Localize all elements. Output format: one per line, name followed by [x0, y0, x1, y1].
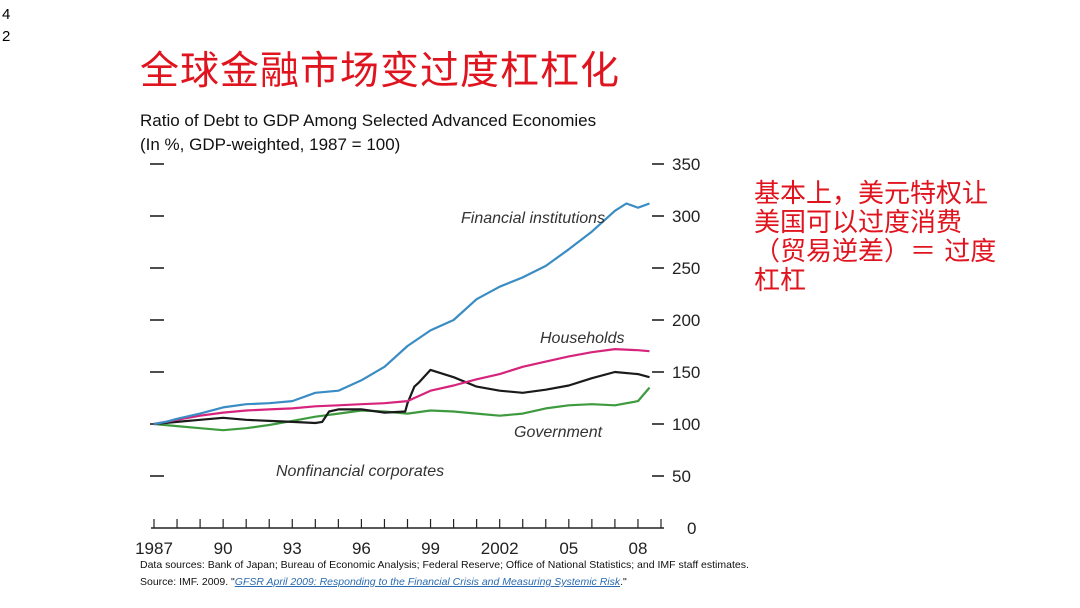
y-tick-label-150: 150	[672, 363, 700, 382]
source-suffix: ."	[620, 576, 627, 588]
series-line-financial	[153, 202, 650, 426]
series-line-households	[153, 348, 650, 426]
x-tick-label-99: 99	[421, 539, 440, 558]
data-sources: Data sources: Bank of Japan; Bureau of E…	[140, 559, 749, 571]
slide-number: 4 2	[2, 4, 10, 48]
slide-number-line-2: 2	[2, 28, 11, 45]
x-tick-label-2002: 2002	[481, 539, 519, 558]
y-tick-label-50: 50	[672, 467, 691, 486]
chart-units: (In %, GDP-weighted, 1987 = 100)	[140, 135, 401, 154]
series-line-government	[153, 386, 651, 432]
x-tick-label-1987: 1987	[135, 539, 173, 558]
y-tick-label-300: 300	[672, 207, 700, 226]
page-title: 全球金融市场变过度杠杠化	[140, 49, 621, 94]
y-tick-label-0: 0	[687, 519, 696, 538]
y-tick-label-250: 250	[672, 259, 700, 278]
series-line-nonfinancial	[153, 368, 650, 426]
source-prefix: Source: IMF. 2009. "	[140, 576, 235, 588]
y-tick-label-350: 350	[672, 155, 700, 174]
x-tick-label-08: 08	[628, 539, 647, 558]
y-tick-label-200: 200	[672, 311, 700, 330]
series-label-households: Households	[540, 330, 625, 347]
source-citation: Source: IMF. 2009. "GFSR April 2009: Res…	[140, 574, 749, 591]
source-footer: Data sources: Bank of Japan; Bureau of E…	[140, 557, 749, 591]
x-tick-label-96: 96	[352, 539, 371, 558]
x-tick-label-05: 05	[559, 539, 578, 558]
commentary-note: 基本上，美元特权让 美国可以过度消费 （贸易逆差）＝ 过度 杠杠	[754, 179, 997, 296]
slide-number-line-1: 4	[2, 6, 11, 23]
gfsr-report-link[interactable]: GFSR April 2009: Responding to the Finan…	[234, 576, 621, 588]
x-tick-label-93: 93	[283, 539, 302, 558]
chart-title: Ratio of Debt to GDP Among Selected Adva…	[140, 111, 597, 130]
x-tick-label-90: 90	[214, 539, 233, 558]
series-label-financial: Financial institutions	[461, 210, 605, 227]
series-label-government: Government	[514, 424, 603, 441]
y-tick-label-100: 100	[672, 415, 700, 434]
series-label-nonfinancial: Nonfinancial corporates	[276, 463, 444, 480]
chart-subtitle: Ratio of Debt to GDP Among Selected Adva…	[140, 109, 596, 157]
